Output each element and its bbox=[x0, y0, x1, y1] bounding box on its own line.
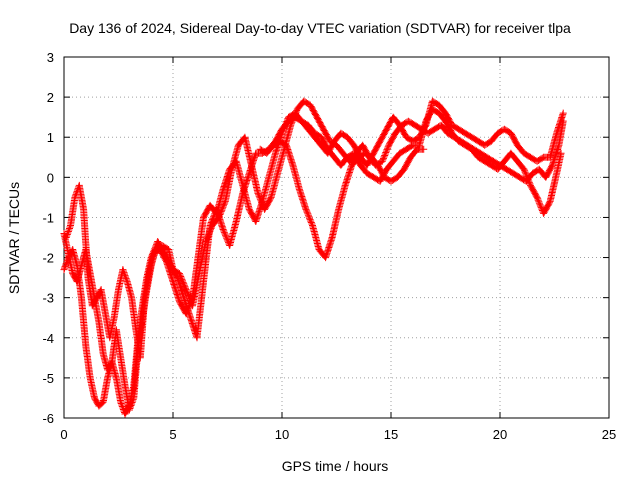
x-tick-label: 10 bbox=[275, 427, 289, 442]
x-tick-label: 25 bbox=[602, 427, 616, 442]
y-tick-label: -4 bbox=[42, 331, 54, 346]
x-axis-ticks: 0 5 10 15 20 25 bbox=[60, 57, 616, 442]
series-markers bbox=[60, 97, 567, 418]
series-track-3 bbox=[60, 97, 567, 418]
x-tick-label: 20 bbox=[493, 427, 507, 442]
x-tick-label: 0 bbox=[60, 427, 67, 442]
y-tick-label: -1 bbox=[42, 210, 54, 225]
y-tick-label: 3 bbox=[47, 50, 54, 65]
x-tick-label: 15 bbox=[384, 427, 398, 442]
y-tick-label: 2 bbox=[47, 90, 54, 105]
x-tick-label: 5 bbox=[169, 427, 176, 442]
series-markers bbox=[256, 137, 428, 262]
y-tick-label: 1 bbox=[47, 130, 54, 145]
y-tick-label: -3 bbox=[42, 291, 54, 306]
y-tick-label: -2 bbox=[42, 251, 54, 266]
series-track-4 bbox=[256, 137, 428, 262]
y-tick-label: 0 bbox=[47, 170, 54, 185]
y-tick-label: -5 bbox=[42, 371, 54, 386]
chart-title: Day 136 of 2024, Sidereal Day-to-day VTE… bbox=[69, 20, 571, 36]
y-tick-label: -6 bbox=[42, 411, 54, 426]
x-axis-label: GPS time / hours bbox=[282, 458, 389, 474]
data-series bbox=[60, 97, 567, 418]
y-axis-label: SDTVAR / TECUs bbox=[6, 182, 22, 294]
